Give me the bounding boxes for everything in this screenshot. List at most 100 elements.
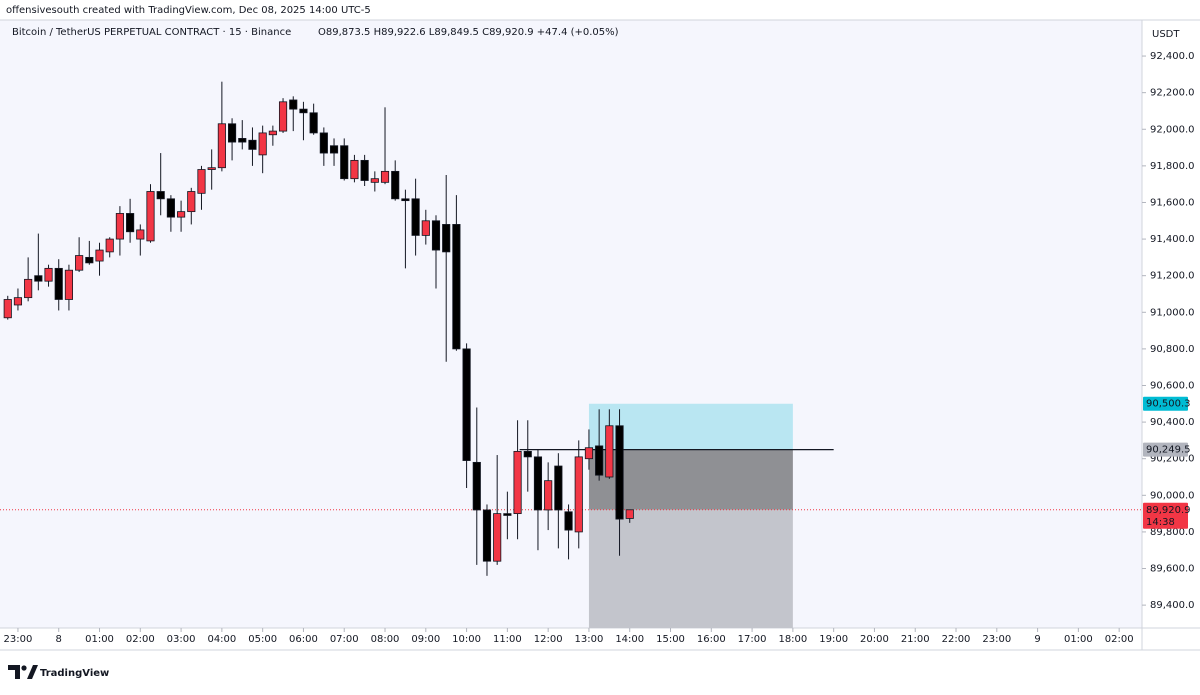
price-tag <box>1143 442 1188 457</box>
x-tick-label: 23:00 <box>982 634 1011 645</box>
x-tick-label: 02:00 <box>126 634 155 645</box>
y-tick-label: 91,600.0 <box>1150 197 1195 208</box>
candle-body <box>595 445 604 476</box>
x-tick-label: 23:00 <box>4 634 33 645</box>
x-tick-label: 18:00 <box>778 634 807 645</box>
candle-body <box>360 159 369 181</box>
currency: USDT <box>1152 29 1180 40</box>
candle-body <box>391 170 400 200</box>
candle-body <box>544 480 553 511</box>
candle-body <box>217 123 226 169</box>
ohlc-readout: O89,873.5 H89,922.6 L89,849.5 C89,920.9 … <box>318 27 619 38</box>
y-tick-label: 89,800.0 <box>1150 527 1195 538</box>
price-tag <box>1143 396 1188 411</box>
candle-body <box>564 511 573 531</box>
x-tick-label: 22:00 <box>942 634 971 645</box>
candle-body <box>227 123 237 143</box>
candle-body <box>156 191 165 200</box>
candle-body <box>574 456 583 533</box>
candle-body <box>3 299 12 319</box>
y-tick-label: 90,200.0 <box>1150 454 1195 465</box>
x-tick-label: 15:00 <box>656 634 685 645</box>
price-tag-label: 89,920.9 <box>1146 505 1191 516</box>
candle-body <box>258 132 267 156</box>
symbol-title: Bitcoin / TetherUS PERPETUAL CONTRACT · … <box>12 27 291 38</box>
x-tick-label: 02:00 <box>1105 634 1134 645</box>
candle-body <box>503 513 512 516</box>
x-tick-label: 20:00 <box>860 634 889 645</box>
candle-body <box>197 169 206 194</box>
x-tick-label: 09:00 <box>411 634 440 645</box>
x-tick-label: 14:00 <box>615 634 644 645</box>
candle-body <box>95 249 104 262</box>
candle-body <box>584 447 594 460</box>
candle-body <box>350 159 359 180</box>
candle-body <box>64 269 73 300</box>
candle-body <box>329 145 339 154</box>
candle-body <box>493 513 502 562</box>
candle-body <box>380 170 390 183</box>
candle-body <box>319 132 328 154</box>
stop-zone <box>588 509 793 628</box>
credit: offensivesouth created with TradingView.… <box>6 5 371 16</box>
candle-body <box>299 108 308 114</box>
x-tick-label: 01:00 <box>85 634 114 645</box>
x-tick-label: 11:00 <box>493 634 522 645</box>
x-tick-label: 06:00 <box>289 634 318 645</box>
candle-body <box>309 112 318 134</box>
y-tick-label: 90,400.0 <box>1150 417 1195 428</box>
x-tick-label: 21:00 <box>901 634 930 645</box>
candle-body <box>44 267 53 282</box>
x-tick-label: 17:00 <box>738 634 767 645</box>
y-tick-label: 91,800.0 <box>1150 161 1195 172</box>
candle-body <box>431 220 441 251</box>
candle-body <box>533 456 543 511</box>
candle-body <box>75 255 84 271</box>
candle-body <box>177 211 186 218</box>
candle-body <box>452 224 461 350</box>
y-tick-label: 90,800.0 <box>1150 344 1195 355</box>
candle-body <box>554 465 563 511</box>
candle-body <box>268 130 277 136</box>
x-tick-label: 03:00 <box>167 634 196 645</box>
candle-body <box>513 450 522 515</box>
brand-logo: TradingView <box>8 665 109 679</box>
candle-body <box>289 99 298 110</box>
candle-body <box>248 139 257 150</box>
plot <box>0 81 1142 628</box>
candle-body <box>238 138 247 143</box>
x-tick-label: 05:00 <box>248 634 277 645</box>
candle-body <box>146 191 155 242</box>
candle-body <box>13 297 23 306</box>
candle-body <box>166 198 175 218</box>
candle-body <box>136 229 145 240</box>
candle-body <box>370 178 379 183</box>
brand-name: TradingView <box>40 668 109 679</box>
x-tick-label: 07:00 <box>330 634 359 645</box>
logo-dot <box>21 665 27 671</box>
candle-body <box>105 238 114 253</box>
y-tick-label: 91,400.0 <box>1150 234 1195 245</box>
x-tick-label: 08:00 <box>371 634 400 645</box>
y-tick-label: 89,600.0 <box>1150 564 1195 575</box>
x-tick-label: 13:00 <box>575 634 604 645</box>
candle-body <box>411 198 420 236</box>
candle-body <box>482 509 492 562</box>
price-countdown: 14:38 <box>1146 517 1175 528</box>
candle-body <box>340 145 349 180</box>
candle-body <box>278 101 288 132</box>
candle-body <box>187 191 196 213</box>
x-tick-label: 12:00 <box>534 634 563 645</box>
candle-body <box>605 425 614 478</box>
plot-background <box>0 20 1142 628</box>
candle-body <box>625 509 634 519</box>
candle-body <box>24 278 33 299</box>
price-tag-label: 90,249.5 <box>1146 445 1191 456</box>
logo-slash <box>27 665 38 679</box>
candle-body <box>421 220 430 236</box>
y-tick-label: 90,600.0 <box>1150 380 1195 391</box>
x-tick-label: 9 <box>1034 634 1040 645</box>
price-tag <box>1143 502 1188 529</box>
candle-body <box>126 213 135 233</box>
